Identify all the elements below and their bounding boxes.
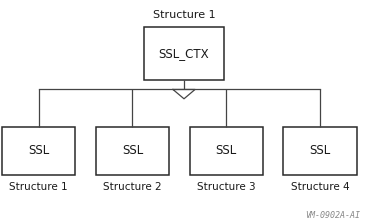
Text: Structure 1: Structure 1 [9, 182, 68, 192]
Text: SSL: SSL [28, 145, 49, 157]
Bar [190, 127, 263, 175]
Bar [96, 127, 169, 175]
Text: VM-0902A-AI: VM-0902A-AI [306, 211, 361, 220]
Bar [144, 27, 224, 80]
Text: SSL: SSL [309, 145, 331, 157]
Bar [2, 127, 75, 175]
Text: Structure 4: Structure 4 [291, 182, 350, 192]
Text: SSL: SSL [216, 145, 237, 157]
Text: Structure 3: Structure 3 [197, 182, 256, 192]
Text: Structure 1: Structure 1 [153, 10, 215, 20]
Text: SSL_CTX: SSL_CTX [159, 47, 209, 60]
Bar [283, 127, 357, 175]
Text: SSL: SSL [122, 145, 143, 157]
Text: Structure 2: Structure 2 [103, 182, 162, 192]
